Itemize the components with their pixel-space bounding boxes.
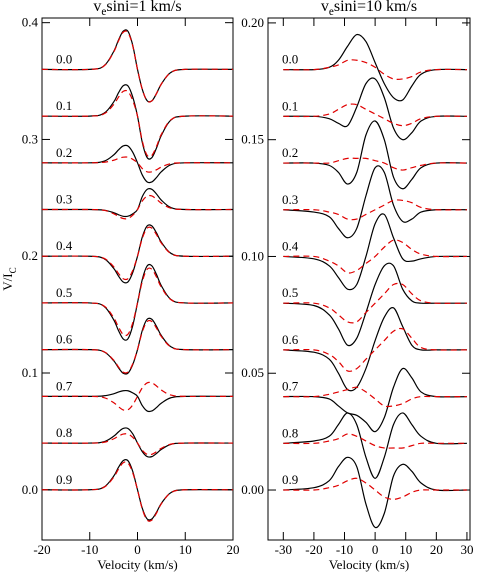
row-label: 0.1	[56, 98, 72, 113]
row-label: 0.4	[282, 238, 299, 253]
profile-line	[41, 267, 234, 337]
row-label: 0.8	[282, 425, 298, 440]
profile-line	[283, 282, 467, 324]
profile-line	[283, 367, 467, 433]
row-label: 0.9	[56, 472, 72, 487]
x-tick-label: 0	[134, 542, 141, 557]
x-tick-label: -30	[275, 542, 292, 557]
profile-line	[283, 77, 467, 141]
x-tick-label: 0	[372, 542, 379, 557]
row-label: 0.3	[282, 192, 298, 207]
profile-line	[41, 226, 234, 281]
y-tick-label: 0.3	[22, 131, 38, 146]
row-label: 0.0	[282, 52, 298, 67]
chart-title: vesini=10 km/s	[321, 0, 417, 18]
profile-line	[283, 33, 467, 102]
plot-frame	[41, 17, 234, 541]
profile-line	[283, 412, 467, 479]
profile-line	[41, 319, 234, 374]
x-tick-label: 20	[227, 542, 240, 557]
x-axis-label: Velocity (km/s)	[97, 557, 178, 572]
profile-line	[283, 157, 467, 171]
row-label: 0.7	[282, 379, 299, 394]
x-tick-label: -20	[305, 542, 322, 557]
profile-line	[41, 89, 234, 158]
y-tick-label: 0.15	[241, 132, 264, 147]
row-label: 0.5	[282, 285, 298, 300]
x-tick-label: 30	[460, 542, 473, 557]
row-label: 0.1	[282, 98, 298, 113]
row-label: 0.9	[282, 472, 298, 487]
y-tick-label: 0.20	[241, 15, 264, 30]
profile-line	[41, 224, 234, 284]
profile-line	[283, 213, 467, 291]
x-axis-label: Velocity (km/s)	[329, 557, 410, 572]
profile-line	[283, 262, 467, 347]
x-tick-label: 10	[179, 542, 192, 557]
x-tick-label: -10	[336, 542, 353, 557]
chart-title: vesini=1 km/s	[93, 0, 181, 18]
profile-line	[41, 30, 234, 103]
y-tick-label: 0.0	[22, 482, 38, 497]
row-label: 0.2	[282, 145, 298, 160]
x-tick-label: -10	[81, 542, 98, 557]
profile-line	[283, 477, 467, 500]
profile-line	[283, 199, 467, 221]
row-label: 0.7	[56, 378, 73, 393]
profile-line	[41, 263, 234, 341]
profile-line	[41, 389, 234, 413]
profile-line	[283, 239, 467, 274]
profile-line	[283, 103, 467, 127]
profile-line	[41, 194, 234, 220]
profile-line	[283, 59, 467, 81]
profile-line	[283, 306, 467, 392]
profile-line	[283, 456, 467, 529]
y-axis-label: V/IC	[0, 267, 18, 290]
x-tick-label: -20	[33, 542, 50, 557]
profile-line	[41, 144, 234, 184]
profile-line	[283, 120, 467, 190]
y-tick-label: 0.00	[241, 482, 264, 497]
profile-line	[41, 433, 234, 456]
row-label: 0.5	[56, 285, 72, 300]
row-label: 0.2	[56, 145, 72, 160]
y-tick-label: 0.1	[22, 365, 38, 380]
plot-frame	[267, 17, 471, 541]
row-label: 0.3	[56, 192, 72, 207]
row-label: 0.0	[56, 51, 72, 66]
y-tick-label: 0.4	[22, 15, 39, 30]
y-tick-label: 0.10	[241, 248, 264, 263]
row-label: 0.6	[56, 332, 73, 347]
profile-line	[283, 386, 467, 408]
x-tick-label: 10	[399, 542, 412, 557]
x-tick-label: 20	[430, 542, 443, 557]
profile-line	[283, 165, 467, 239]
profile-line	[41, 461, 234, 522]
y-tick-label: 0.05	[241, 365, 264, 380]
profile-line	[283, 327, 467, 372]
row-label: 0.6	[282, 332, 299, 347]
row-label: 0.8	[56, 425, 72, 440]
profile-line	[41, 381, 234, 411]
y-tick-label: 0.2	[22, 248, 38, 263]
row-label: 0.4	[56, 238, 73, 253]
